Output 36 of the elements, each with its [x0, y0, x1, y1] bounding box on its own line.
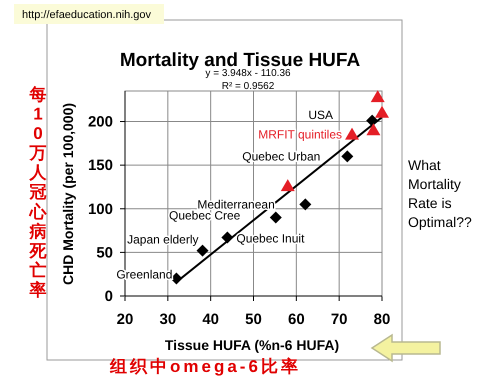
x-tick-label: 70 [330, 311, 348, 328]
point [299, 198, 312, 210]
y-tick-label: 50 [96, 244, 113, 262]
series-label: MRFIT quintiles [258, 128, 342, 142]
annotation: Quebec Urban [242, 149, 320, 164]
y-tick-label: 100 [88, 200, 113, 218]
point [366, 123, 380, 136]
annotation: USA [308, 108, 333, 122]
y-axis-title: CHD Mortality (per 100,000) [60, 102, 76, 286]
annotation: Quebec Inuit [236, 232, 306, 246]
x-tick-label: 80 [374, 311, 390, 328]
text: What Mortality Rate is Optimal?? [408, 157, 472, 230]
point [341, 150, 354, 162]
text: y = 3.948x - 110.36 [205, 68, 292, 79]
point [270, 211, 282, 224]
x-tick-label: 50 [245, 311, 262, 328]
point [280, 179, 295, 192]
point [370, 90, 385, 102]
point [196, 244, 209, 257]
text: 每10万人冠心病死亡率 [30, 85, 46, 300]
x-tick-label: 30 [159, 311, 176, 328]
point [345, 128, 360, 140]
x-tick-label: 20 [116, 311, 134, 328]
text: 组织中omega-6比率 [109, 357, 301, 376]
annotation: Quebec Cree [168, 208, 241, 223]
x-axis-title: Tissue HUFA (%n-6 HUFA) [164, 337, 340, 353]
y-tick-label: 150 [88, 157, 113, 174]
point [375, 106, 389, 118]
x-tick-label: 60 [288, 311, 305, 328]
x-tick-label: 40 [202, 311, 220, 328]
annotation: R² = 0.9562 [222, 81, 275, 92]
y-tick-label: 200 [88, 114, 113, 131]
y-tick-label: 0 [104, 288, 113, 305]
text: http://efaeducation.nih.gov [22, 9, 152, 21]
annotation: Japan elderly [127, 232, 199, 247]
point [221, 232, 234, 244]
